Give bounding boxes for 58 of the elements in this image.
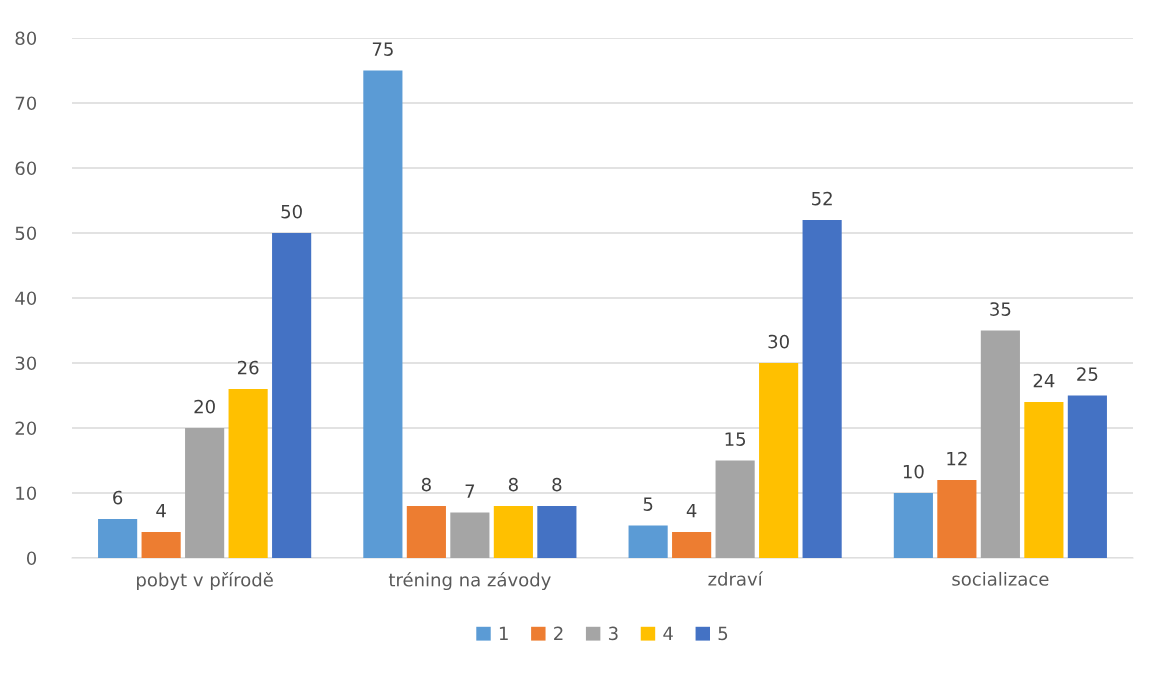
y-tick-label: 50 [15,226,37,241]
data-label: 20 [194,399,215,414]
y-tick-label: 60 [15,161,37,176]
legend-label: 5 [718,626,728,641]
bar [493,506,533,558]
data-label: 50 [281,204,302,219]
y-tick-label: 0 [26,551,37,566]
data-label: 15 [725,432,746,446]
y-tick-label: 10 [16,486,37,501]
y-tick-label: 70 [15,96,37,111]
data-label: 4 [686,503,697,518]
bar [1067,395,1107,558]
data-label: 8 [421,477,431,492]
data-label: 52 [812,191,832,206]
bar [228,389,268,558]
bar [893,493,933,558]
data-label: 8 [508,477,518,492]
legend-label: 2 [554,626,563,640]
y-tick-label: 20 [15,421,37,436]
bar [363,70,403,558]
data-label: 24 [1033,373,1055,388]
bar [672,532,712,558]
bar [537,506,577,558]
bar [450,512,490,558]
data-label: 75 [372,42,393,56]
bar [272,233,312,558]
bar [98,519,138,558]
bar [937,480,977,558]
bar [185,428,225,558]
data-label: 8 [552,477,562,492]
legend-label: 3 [608,626,618,641]
bar [141,532,181,558]
data-label: 35 [990,302,1011,316]
data-label: 5 [643,497,653,511]
bar [715,460,755,558]
bar [980,330,1020,558]
legend-label: 1 [499,626,508,640]
y-tick-label: 30 [15,356,37,371]
data-label: 7 [465,484,475,498]
x-tick-label: socializace [952,571,1049,586]
bar [406,506,446,558]
data-label: 25 [1077,367,1098,381]
y-tick-label: 40 [15,291,37,306]
bar [1024,402,1064,558]
data-label: 30 [768,334,789,349]
bar [628,525,668,558]
legend-label: 4 [663,626,673,640]
y-tick-label: 80 [15,31,37,46]
data-label: 26 [237,360,259,375]
data-label: 10 [903,464,924,479]
x-tick-label: tréning na závody [388,571,551,591]
bar [759,363,799,558]
bar [802,220,842,558]
data-label: 4 [156,503,166,518]
x-tick-label: zdraví [708,571,764,586]
data-label: 6 [113,490,123,505]
x-tick-label: pobyt v přírodě [137,571,273,591]
data-label: 12 [947,451,967,466]
